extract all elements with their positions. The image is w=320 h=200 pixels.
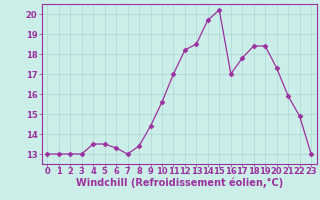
X-axis label: Windchill (Refroidissement éolien,°C): Windchill (Refroidissement éolien,°C) (76, 177, 283, 188)
